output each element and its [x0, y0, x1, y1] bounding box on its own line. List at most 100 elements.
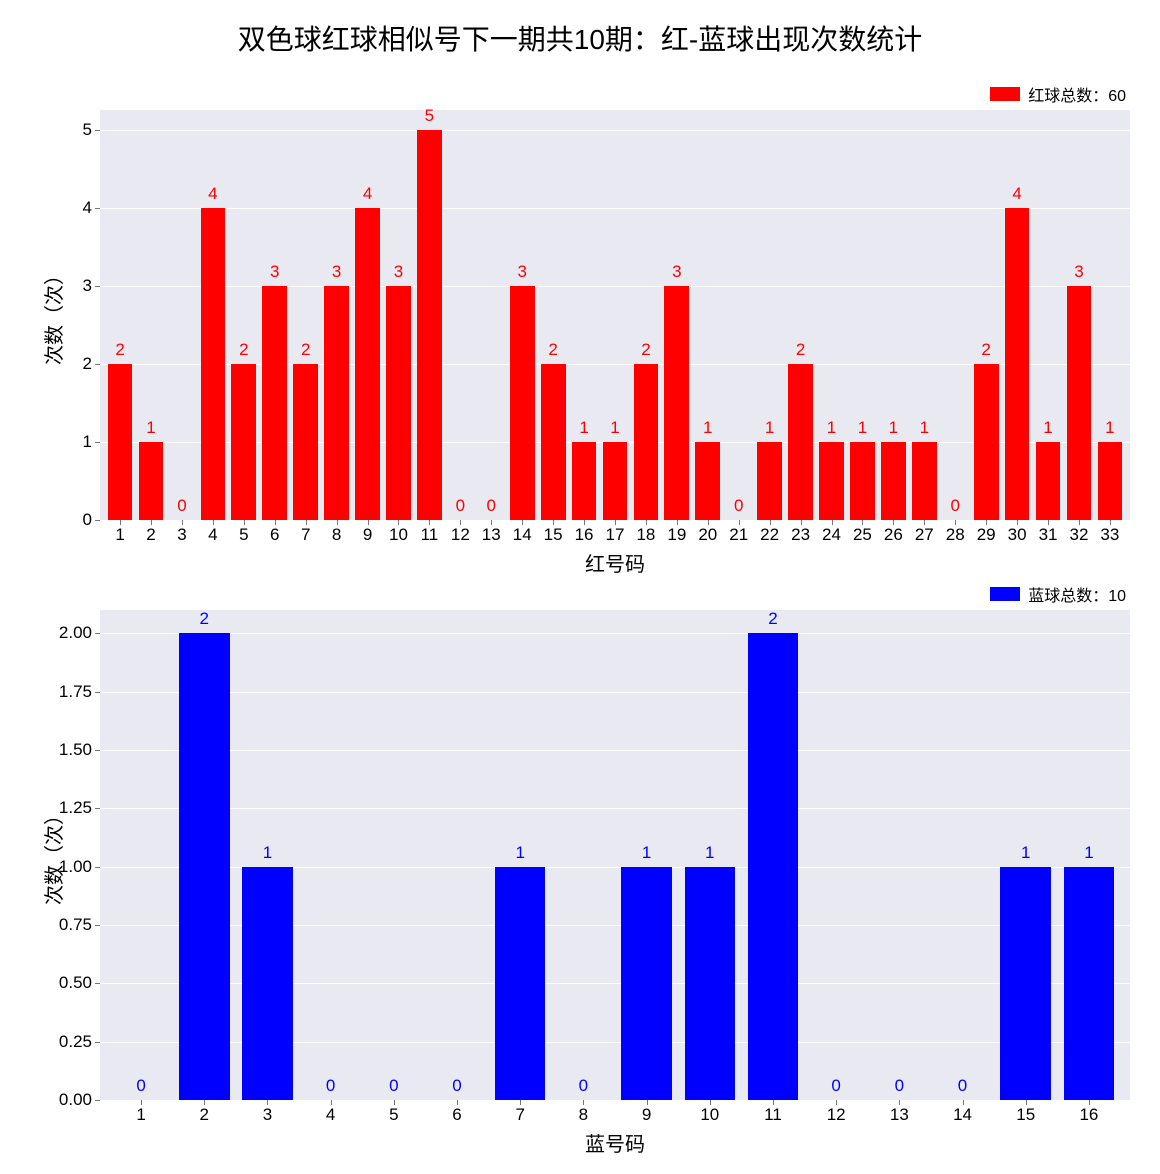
ytick-mark — [95, 867, 100, 868]
bar — [1005, 208, 1030, 520]
xtick-label: 1 — [115, 525, 124, 545]
bar — [819, 442, 844, 520]
xtick-label: 11 — [764, 1105, 782, 1125]
ytick-label: 0.75 — [59, 915, 92, 935]
xtick-mark — [182, 520, 183, 525]
bar — [748, 633, 799, 1100]
xtick-label: 6 — [270, 525, 279, 545]
xtick-mark — [893, 520, 894, 525]
bar-value-label: 1 — [889, 418, 898, 438]
xtick-mark — [1017, 520, 1018, 525]
bar-value-label: 0 — [895, 1076, 904, 1096]
bar — [231, 364, 256, 520]
bar-value-label: 2 — [981, 340, 990, 360]
xtick-mark — [398, 520, 399, 525]
bar — [1067, 286, 1092, 520]
xtick-label: 22 — [760, 525, 779, 545]
bar — [603, 442, 628, 520]
bar — [1098, 442, 1123, 520]
ytick-label: 1.75 — [59, 682, 92, 702]
xtick-mark — [141, 1100, 142, 1105]
bar-value-label: 0 — [734, 496, 743, 516]
xlabel-red: 红号码 — [585, 548, 645, 577]
xtick-mark — [770, 520, 771, 525]
xtick-mark — [429, 520, 430, 525]
bar-value-label: 1 — [765, 418, 774, 438]
xtick-mark — [1110, 520, 1111, 525]
bar-value-label: 1 — [858, 418, 867, 438]
xticks-red: 1234567891011121314151617181920212223242… — [100, 520, 1130, 550]
ytick-label: 0 — [83, 510, 92, 530]
xtick-label: 17 — [606, 525, 625, 545]
xtick-mark — [836, 1100, 837, 1105]
bar — [685, 867, 736, 1100]
legend-swatch-red — [990, 87, 1020, 101]
bar-value-label: 3 — [332, 262, 341, 282]
ytick-mark — [95, 750, 100, 751]
xtick-label: 21 — [729, 525, 748, 545]
bar-value-label: 2 — [768, 609, 777, 629]
xtick-mark — [553, 520, 554, 525]
bar-value-label: 1 — [920, 418, 929, 438]
xtick-label: 16 — [575, 525, 594, 545]
xtick-label: 15 — [544, 525, 563, 545]
xtick-mark — [862, 520, 863, 525]
ytick-mark — [95, 1042, 100, 1043]
bar-value-label: 0 — [456, 496, 465, 516]
bar-value-label: 1 — [146, 418, 155, 438]
xtick-label: 5 — [389, 1105, 398, 1125]
bar — [355, 208, 380, 520]
xlabel-blue: 蓝号码 — [585, 1128, 645, 1157]
xtick-mark — [708, 520, 709, 525]
bar-value-label: 4 — [208, 184, 217, 204]
ytick-label: 0.50 — [59, 973, 92, 993]
xtick-mark — [584, 520, 585, 525]
xtick-mark — [520, 1100, 521, 1105]
xtick-label: 27 — [915, 525, 934, 545]
xtick-mark — [337, 520, 338, 525]
bar — [1000, 867, 1051, 1100]
xtick-mark — [457, 1100, 458, 1105]
xtick-label: 7 — [301, 525, 310, 545]
ytick-label: 4 — [83, 198, 92, 218]
bar-value-label: 1 — [642, 843, 651, 863]
bar — [201, 208, 226, 520]
xtick-mark — [204, 1100, 205, 1105]
xtick-label: 2 — [146, 525, 155, 545]
bar — [242, 867, 293, 1100]
ylabel-blue: 次数（次） — [38, 805, 67, 905]
figure-title: 双色球红球相似号下一期共10期：红-蓝球出现次数统计 — [0, 18, 1160, 58]
ytick-mark — [95, 208, 100, 209]
bar-value-label: 0 — [579, 1076, 588, 1096]
xtick-label: 8 — [579, 1105, 588, 1125]
bar-value-label: 0 — [389, 1076, 398, 1096]
ytick-mark — [95, 1100, 100, 1101]
xtick-label: 8 — [332, 525, 341, 545]
xtick-mark — [710, 1100, 711, 1105]
legend-red: 红球总数：60 — [990, 82, 1126, 106]
bar — [541, 364, 566, 520]
xtick-label: 31 — [1039, 525, 1058, 545]
xtick-mark — [1026, 1100, 1027, 1105]
xtick-mark — [773, 1100, 774, 1105]
xtick-label: 18 — [636, 525, 655, 545]
plot-area-red: 210423234350032112310121111024131 — [100, 110, 1130, 520]
ylabel-red: 次数（次） — [38, 265, 67, 365]
ytick-mark — [95, 925, 100, 926]
xtick-mark — [986, 520, 987, 525]
bar-value-label: 1 — [705, 843, 714, 863]
bar-value-label: 1 — [1021, 843, 1030, 863]
bar-value-label: 1 — [827, 418, 836, 438]
legend-label-blue: 蓝球总数：10 — [1028, 582, 1126, 606]
xtick-mark — [924, 520, 925, 525]
bar-value-label: 2 — [115, 340, 124, 360]
xtick-mark — [646, 520, 647, 525]
xtick-mark — [801, 520, 802, 525]
xtick-label: 14 — [953, 1105, 972, 1125]
bar-value-label: 1 — [515, 843, 524, 863]
xtick-label: 4 — [208, 525, 217, 545]
xtick-mark — [244, 520, 245, 525]
ytick-label: 5 — [83, 120, 92, 140]
bar-value-label: 0 — [487, 496, 496, 516]
bar — [510, 286, 535, 520]
